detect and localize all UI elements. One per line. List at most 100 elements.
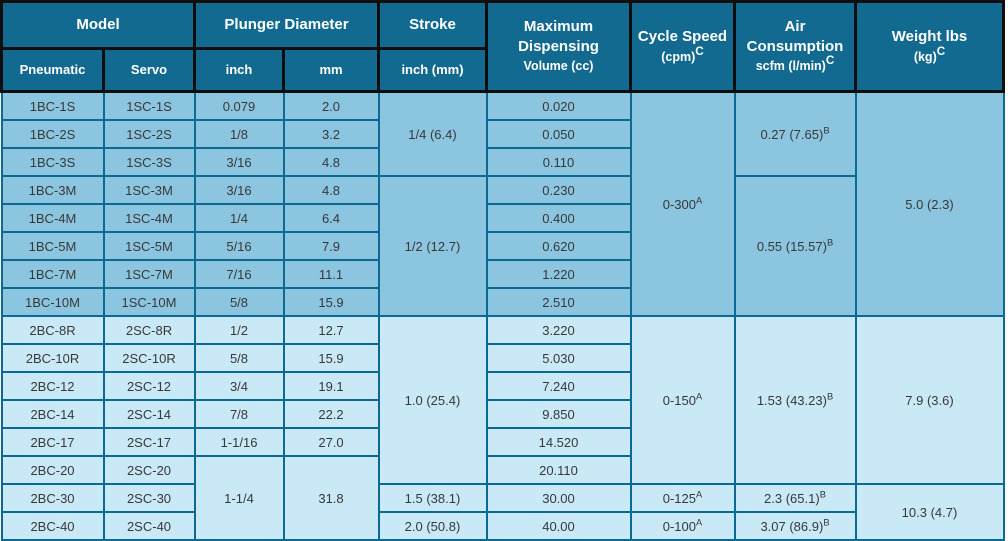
air-consumption: 0.55 (15.57)B — [733, 175, 857, 317]
plunger-mm: 2.0 — [282, 90, 380, 121]
col-header-servo: Servo — [102, 47, 196, 93]
weight-line1: Weight lbs — [891, 28, 968, 45]
max-volume: 0.230 — [485, 175, 632, 205]
max-volume: 0.400 — [485, 203, 632, 233]
max-volume: 14.520 — [485, 427, 632, 457]
table-row: 1BC-3S 1SC-3S 3/16 4.8 0.110 — [0, 147, 1004, 177]
table-row: 1BC-3M 1SC-3M 3/16 4.8 1/2 (12.7) 0.230 0.55 (… — [0, 175, 1004, 317]
footnote-marker: A — [696, 195, 703, 206]
col-header-stroke-units: inch (mm) — [377, 47, 488, 93]
weight: 7.9 (3.6) — [854, 315, 1005, 485]
spec-table-header: Model Plunger Diameter Stroke Maximum Di… — [0, 0, 1005, 93]
col-header-weight: Weight lbs (kg)C — [854, 0, 1005, 93]
max-volume: 30.00 — [485, 483, 632, 513]
plunger-inch: 0.079 — [193, 90, 285, 121]
pneumatic-model: 2BC-40 — [0, 511, 105, 541]
weight: 10.3 (4.7) — [854, 483, 1005, 541]
col-header-pneumatic: Pneumatic — [0, 47, 105, 93]
table-row: 1BC-1S 1SC-1S 0.079 2.0 1/4 (6.4) 0.020 0-300A… — [0, 90, 1005, 317]
max-volume: 40.00 — [485, 511, 632, 541]
max-volume: 0.110 — [485, 147, 632, 177]
plunger-mm: 4.8 — [282, 147, 380, 177]
air-consumption: 3.07 (86.9)B — [733, 511, 857, 541]
pneumatic-model: 1BC-5M — [0, 231, 105, 261]
cycle-speed: 0-300A — [629, 90, 736, 317]
table-row: 2BC-12 2SC-12 3/4 19.1 7.240 — [0, 371, 1004, 401]
plunger-mm: 31.8 — [282, 455, 380, 541]
footnote-marker: A — [696, 489, 703, 500]
cycle-speed: 0-125A — [629, 483, 736, 513]
footnote-marker: B — [823, 517, 830, 528]
plunger-inch: 7/16 — [193, 259, 285, 289]
plunger-inch: 7/8 — [193, 399, 285, 429]
servo-model: 1SC-3S — [102, 147, 196, 177]
plunger-inch: 5/16 — [193, 231, 285, 261]
servo-model: 2SC-20 — [102, 455, 196, 485]
pneumatic-model: 1BC-7M — [0, 259, 105, 289]
plunger-mm: 19.1 — [282, 371, 380, 401]
max-volume: 3.220 — [485, 315, 632, 345]
plunger-inch: 1-1/4 — [193, 455, 285, 541]
air-consumption-line1: Air — [784, 18, 806, 36]
plunger-inch: 3/16 — [193, 147, 285, 177]
stroke: 1.5 (38.1) — [377, 483, 488, 513]
col-header-stroke: Stroke — [377, 0, 488, 50]
cycle-speed-line1: Cycle Speed — [637, 28, 728, 45]
cycle-speed: 0-150A — [629, 315, 736, 485]
table-row: 2BC-20 2SC-20 1-1/4 31.8 20.110 — [0, 455, 1004, 541]
col-header-max-dispensing-volume: Maximum Dispensing Volume (cc) — [485, 0, 632, 93]
header-row-2: Pneumatic Servo inch mm inch (mm) — [0, 47, 1004, 93]
plunger-inch: 1/4 — [193, 203, 285, 233]
max-volume: 1.220 — [485, 259, 632, 289]
air-consumption: 2.3 (65.1)B — [733, 483, 857, 513]
table-row: 1BC-5M 1SC-5M 5/16 7.9 0.620 — [0, 231, 1004, 261]
max-volume: 0.020 — [485, 90, 632, 121]
col-header-model: Model — [0, 0, 196, 50]
max-volume: 0.620 — [485, 231, 632, 261]
plunger-mm: 3.2 — [282, 119, 380, 149]
servo-model: 2SC-40 — [102, 511, 196, 541]
stroke: 1/2 (12.7) — [377, 175, 488, 317]
pneumatic-model: 1BC-1S — [0, 90, 105, 121]
stroke: 1/4 (6.4) — [377, 90, 488, 177]
table-row: 2BC-14 2SC-14 7/8 22.2 9.850 — [0, 399, 1004, 429]
table-row: 2BC-8R 2SC-8R 1/2 12.7 1.0 (25.4) 3.220 0-150A… — [0, 315, 1005, 485]
footnote-marker: B — [826, 237, 834, 248]
air-consumption-footnote-marker: C — [825, 54, 835, 68]
servo-model: 2SC-17 — [102, 427, 196, 457]
servo-model: 1SC-4M — [102, 203, 196, 233]
pneumatic-model: 1BC-2S — [0, 119, 105, 149]
table-row: 1BC-2S 1SC-2S 1/8 3.2 0.050 — [0, 119, 1004, 149]
servo-model: 2SC-8R — [102, 315, 196, 345]
max-volume: 0.050 — [485, 119, 632, 149]
pneumatic-model: 1BC-3S — [0, 147, 105, 177]
max-volume: 2.510 — [485, 287, 632, 317]
table-row: 1BC-10M 1SC-10M 5/8 15.9 2.510 — [0, 287, 1004, 317]
col-header-inch: inch — [193, 47, 285, 93]
servo-model: 1SC-10M — [102, 287, 196, 317]
pneumatic-model: 1BC-3M — [0, 175, 105, 205]
max-dispensing-line1: Maximum — [523, 18, 594, 36]
col-header-air-consumption: Air Consumption scfm (l/min)C — [733, 0, 857, 93]
col-header-cycle-speed: Cycle Speed (cpm)C — [629, 0, 736, 93]
cycle-speed-footnote-marker: C — [695, 44, 704, 58]
footnote-marker: B — [823, 125, 830, 136]
pneumatic-model: 2BC-12 — [0, 371, 105, 401]
plunger-mm: 15.9 — [282, 287, 380, 317]
servo-model: 1SC-5M — [102, 231, 196, 261]
pneumatic-model: 2BC-17 — [0, 427, 105, 457]
weight-footnote-marker: C — [936, 44, 946, 58]
max-dispensing-line3: Volume (cc) — [523, 59, 594, 74]
stroke: 1.0 (25.4) — [377, 315, 488, 485]
cycle-speed: 0-100A — [629, 511, 736, 541]
max-volume: 7.240 — [485, 371, 632, 401]
max-volume: 9.850 — [485, 399, 632, 429]
max-volume: 5.030 — [485, 343, 632, 373]
table-row: 1BC-4M 1SC-4M 1/4 6.4 0.400 — [0, 203, 1004, 233]
pneumatic-model: 2BC-20 — [0, 455, 105, 485]
plunger-inch: 5/8 — [193, 343, 285, 373]
plunger-mm: 4.8 — [282, 175, 380, 205]
servo-model: 1SC-2S — [102, 119, 196, 149]
